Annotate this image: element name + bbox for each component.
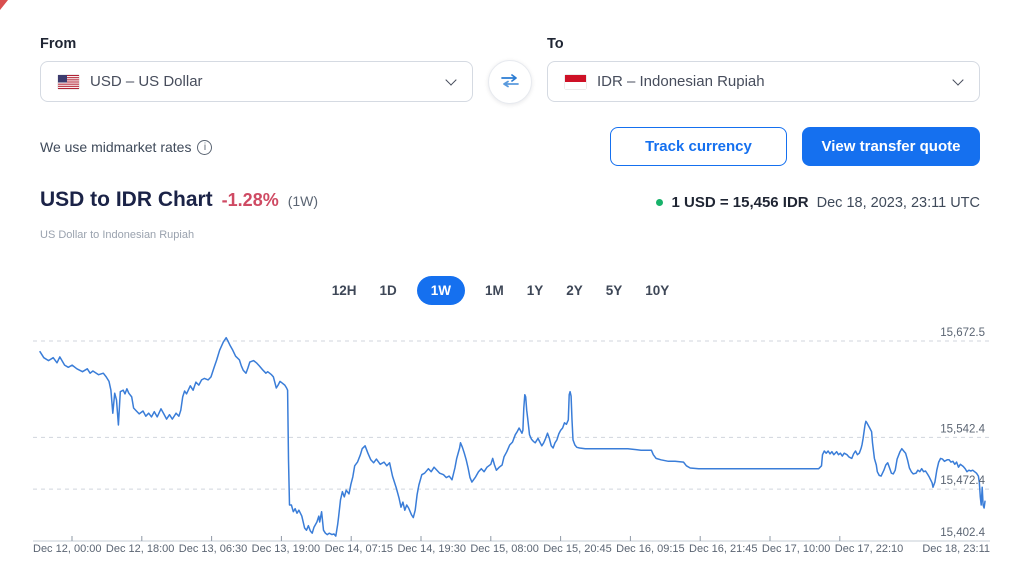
- x-axis-label: Dec 16, 21:45: [689, 543, 758, 555]
- x-axis-label: Dec 12, 00:00: [33, 543, 102, 555]
- rate-timestamp: Dec 18, 2023, 23:11 UTC: [816, 194, 980, 211]
- swap-arrows-icon: [500, 73, 520, 92]
- tab-2y[interactable]: 2Y: [566, 283, 583, 298]
- tab-12h[interactable]: 12H: [331, 283, 357, 298]
- x-axis-labels: Dec 12, 00:00 Dec 12, 18:00 Dec 13, 06:30 D…: [33, 543, 990, 555]
- x-axis-label: Dec 15, 20:45: [543, 543, 612, 555]
- x-axis-label: Dec 17, 10:00: [761, 543, 831, 555]
- track-currency-button[interactable]: Track currency: [610, 127, 787, 166]
- chart-subtitle: US Dollar to Indonesian Rupiah: [40, 229, 195, 241]
- tab-1w[interactable]: 1W: [416, 276, 465, 305]
- to-label: To: [547, 36, 564, 52]
- live-indicator-dot: [656, 199, 664, 206]
- x-axis-label: Dec 17, 22:10: [834, 543, 904, 555]
- from-currency-select[interactable]: USD – US Dollar: [40, 61, 473, 102]
- y-axis-label: 15,672.5: [940, 327, 985, 339]
- tab-1m[interactable]: 1M: [484, 283, 504, 298]
- tab-1d[interactable]: 1D: [379, 283, 397, 298]
- y-axis-label: 15,542.4: [940, 423, 985, 435]
- from-currency-value: USD – US Dollar: [90, 73, 203, 90]
- us-flag-icon: [58, 74, 79, 89]
- current-rate-info: 1 USD = 15,456 IDR Dec 18, 2023, 23:11 U…: [656, 194, 980, 211]
- tab-10y[interactable]: 10Y: [645, 283, 670, 298]
- corner-artifact: [0, 0, 8, 10]
- chevron-down-icon: [952, 73, 964, 86]
- tab-1y[interactable]: 1Y: [526, 283, 544, 298]
- x-axis-label: Dec 16, 09:15: [616, 543, 685, 555]
- to-currency-select[interactable]: IDR – Indonesian Rupiah: [547, 61, 980, 102]
- from-label: From: [40, 36, 77, 52]
- midmarket-note: We use midmarket rates i: [40, 139, 213, 155]
- change-period: (1W): [287, 193, 319, 209]
- x-axis-label: Dec 18, 23:11: [922, 543, 990, 555]
- x-axis-label: Dec 14, 19:30: [397, 543, 466, 555]
- swap-currencies-button[interactable]: [488, 60, 532, 104]
- rate-line-chart[interactable]: 15,672.5 15,542.4 15,472.4 15,402.4: [0, 325, 1021, 547]
- current-rate: 1 USD = 15,456 IDR: [671, 194, 809, 211]
- midmarket-note-text: We use midmarket rates: [40, 139, 192, 155]
- from-currency-group: From USD – US Dollar: [40, 36, 473, 102]
- x-axis-label: Dec 14, 07:15: [324, 543, 394, 555]
- indonesia-flag-icon: [565, 74, 586, 89]
- to-currency-group: To IDR – Indonesian Rupiah: [547, 36, 980, 102]
- view-transfer-quote-button[interactable]: View transfer quote: [802, 127, 980, 166]
- chart-title-row: USD to IDR Chart -1.28% (1W): [40, 188, 318, 212]
- x-axis-label: Dec 15, 08:00: [470, 543, 539, 555]
- chevron-down-icon: [445, 73, 457, 86]
- x-axis-label: Dec 12, 18:00: [105, 543, 175, 555]
- time-range-tabs: 12H 1D 1W 1M 1Y 2Y 5Y 10Y: [0, 276, 1001, 305]
- page-title: USD to IDR Chart: [40, 188, 213, 211]
- y-axis-label: 15,472.4: [940, 475, 985, 487]
- tab-5y[interactable]: 5Y: [605, 283, 623, 298]
- y-axis-label: 15,402.4: [940, 527, 985, 539]
- to-currency-value: IDR – Indonesian Rupiah: [597, 73, 765, 90]
- x-axis-label: Dec 13, 19:00: [251, 543, 321, 555]
- info-icon[interactable]: i: [197, 139, 213, 155]
- change-percent: -1.28%: [221, 190, 279, 210]
- x-axis-label: Dec 13, 06:30: [178, 543, 248, 555]
